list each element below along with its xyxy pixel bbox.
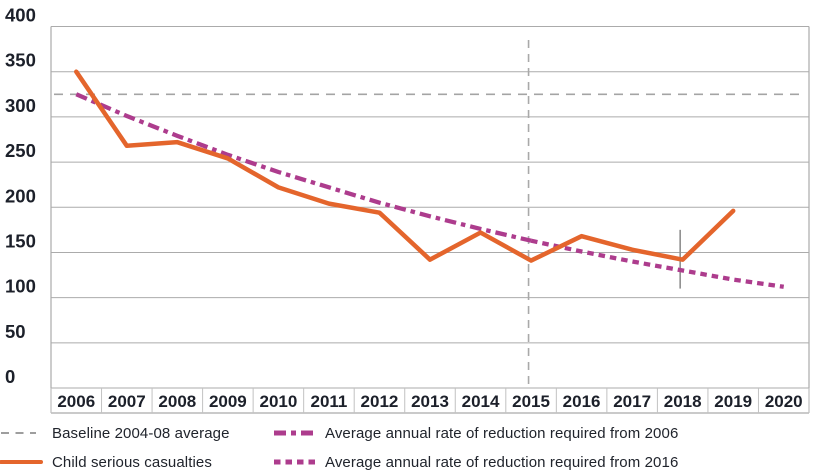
legend-item-casualties: Child serious casualties bbox=[0, 451, 273, 473]
x-tick-label-2010: 2010 bbox=[259, 392, 297, 411]
y-tick-label-0: 0 bbox=[5, 366, 15, 387]
y-tick-label-350: 350 bbox=[5, 50, 36, 71]
series-child-casualties bbox=[74, 69, 736, 263]
x-tick-label-2011: 2011 bbox=[310, 392, 347, 411]
y-tick-label-300: 300 bbox=[5, 95, 36, 116]
x-tick-label-2015: 2015 bbox=[512, 392, 550, 411]
x-tick-label-2019: 2019 bbox=[714, 392, 752, 411]
y-tick-label-100: 100 bbox=[5, 276, 36, 297]
legend-item-required-2016: Average annual rate of reduction require… bbox=[273, 451, 817, 473]
dashdot-line-icon bbox=[274, 430, 315, 436]
x-tick-label-2006: 2006 bbox=[57, 392, 95, 411]
x-tick-label-2008: 2008 bbox=[158, 392, 196, 411]
y-tick-label-250: 250 bbox=[5, 140, 36, 161]
baseline-dashed-line-icon bbox=[1, 432, 36, 434]
x-tick-label-2012: 2012 bbox=[361, 392, 399, 411]
x-tick-label-2013: 2013 bbox=[411, 392, 449, 411]
solid-line-icon bbox=[0, 460, 43, 464]
legend-label-required-2016: Average annual rate of reduction require… bbox=[325, 453, 679, 471]
series-required-from-2016 bbox=[530, 238, 785, 289]
dotted-line-icon bbox=[274, 459, 315, 465]
y-tick-label-50: 50 bbox=[5, 321, 26, 342]
legend-label-required-2006: Average annual rate of reduction require… bbox=[325, 424, 679, 442]
y-tick-label-400: 400 bbox=[5, 5, 36, 26]
chart-plot: 0 50 100 150 200 250 300 350 400 2006 2007 2008 2009… bbox=[5, 5, 810, 414]
chart-legend: Baseline 2004-08 average Average annual … bbox=[0, 415, 817, 473]
y-tick-label-150: 150 bbox=[5, 230, 36, 251]
legend-label-baseline: Baseline 2004-08 average bbox=[52, 424, 230, 442]
series-required-from-2006 bbox=[75, 92, 532, 243]
legend-item-baseline: Baseline 2004-08 average bbox=[0, 422, 273, 444]
x-tick-label-2020: 2020 bbox=[765, 392, 803, 411]
x-tick-label-2018: 2018 bbox=[664, 392, 702, 411]
x-tick-label-2017: 2017 bbox=[613, 392, 651, 411]
x-tick-label-2016: 2016 bbox=[563, 392, 601, 411]
x-tick-label-2014: 2014 bbox=[462, 392, 500, 411]
x-tick-label-2007: 2007 bbox=[108, 392, 146, 411]
x-tick-label-2009: 2009 bbox=[209, 392, 247, 411]
legend-item-required-2006: Average annual rate of reduction require… bbox=[273, 422, 817, 444]
legend-label-casualties: Child serious casualties bbox=[52, 453, 212, 471]
y-tick-label-200: 200 bbox=[5, 185, 36, 206]
